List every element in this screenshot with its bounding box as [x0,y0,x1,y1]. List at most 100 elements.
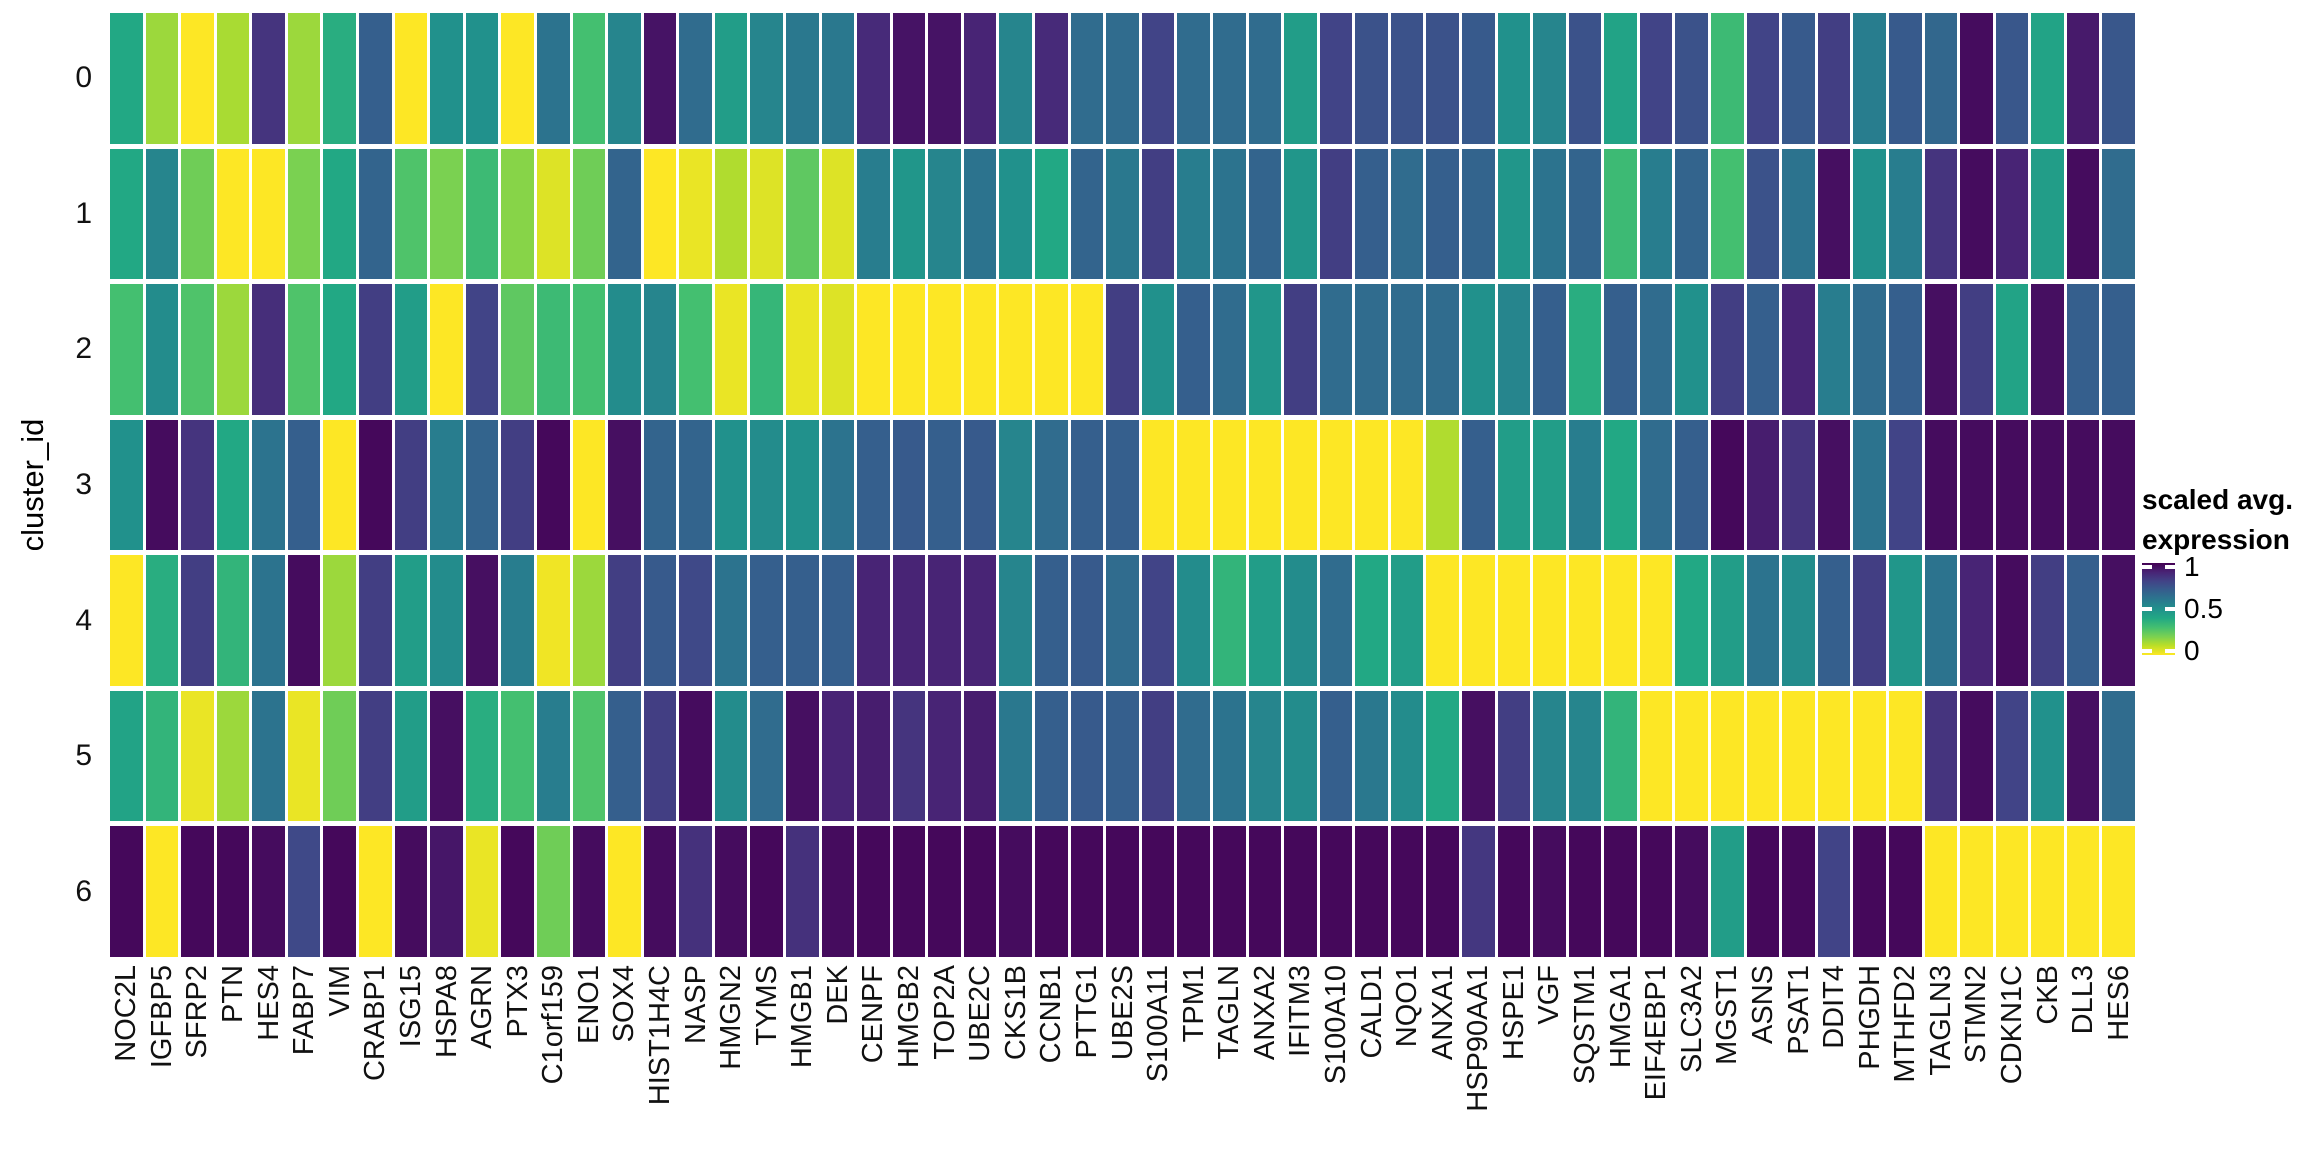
heatmap-cell [1426,555,1459,686]
heatmap-cell [216,826,250,957]
heatmap-cell [2102,284,2135,415]
heatmap-cell [323,555,357,686]
heatmap-cell [643,690,677,822]
heatmap-cell [2066,555,2100,686]
heatmap-cell [1355,419,1388,551]
heatmap-cell [1497,13,1531,144]
y-tick-label: 2 [75,332,92,366]
heatmap-cell [145,13,179,144]
heatmap-cell [1675,826,1709,957]
heatmap-cell [1390,419,1424,551]
x-tick-label: CRABP1 [359,965,392,1082]
heatmap-cell [1853,419,1886,551]
heatmap-cell [963,148,997,280]
heatmap-cell [536,690,570,822]
heatmap-cell [1319,419,1353,551]
heatmap-cell [430,13,463,144]
x-tick-label: HES4 [252,965,285,1041]
heatmap-cell [252,555,285,686]
heatmap-cell [536,148,570,280]
x-tick-label: SFRP2 [181,965,214,1059]
heatmap-cell [1533,826,1566,957]
heatmap-cell [2102,419,2135,551]
heatmap-cell [1070,826,1104,957]
heatmap-cell [572,148,606,280]
heatmap-cell [1639,419,1673,551]
heatmap-cell [572,826,606,957]
heatmap-cell [892,284,926,415]
heatmap-cell [181,13,214,144]
heatmap-cell [359,555,392,686]
y-tick-label: 3 [75,468,92,501]
heatmap-cell [1746,284,1780,415]
heatmap-cell [1888,555,1922,686]
heatmap-cell [501,555,534,686]
heatmap-cell [536,419,570,551]
y-tick-label: 1 [75,196,92,230]
heatmap-cell [110,419,143,551]
heatmap-cell [786,284,819,415]
x-tick-label: ENO1 [572,965,605,1044]
heatmap-cell [643,148,677,280]
x-tick-label: STMN2 [1960,965,1993,1064]
heatmap-cell [1248,13,1282,144]
heatmap-cell [430,419,463,551]
heatmap-cell [1141,826,1175,957]
x-tick-label: CKS1B [999,965,1032,1061]
x-tick-label: SQSTM1 [1569,965,1602,1085]
heatmap-cell [1035,690,1068,822]
colorbar-tick [2142,648,2152,653]
heatmap-cell [145,826,179,957]
x-tick-label: AGRN [466,965,499,1049]
heatmap-cell [1319,826,1353,957]
heatmap-cell [1604,284,1637,415]
x-tick-label: HSPA8 [430,965,463,1058]
heatmap-cell [287,826,321,957]
heatmap-cell [181,419,214,551]
colorbar-tick [2165,648,2175,653]
heatmap-cell [216,555,250,686]
heatmap-cell [501,690,534,822]
heatmap-cell [1853,284,1886,415]
heatmap-cell [1462,555,1495,686]
heatmap-cell [1960,419,1993,551]
heatmap-cell [643,284,677,415]
x-tick-label: FABP7 [288,965,321,1056]
heatmap-cell [394,690,428,822]
heatmap-cell [928,148,961,280]
heatmap-cell [501,13,534,144]
heatmap-cell [1106,148,1139,280]
x-tick-label: TAGLN3 [1924,965,1957,1076]
heatmap-cell [1639,555,1673,686]
heatmap-cell [1177,690,1210,822]
heatmap-cell [1462,13,1495,144]
heatmap-cell [643,826,677,957]
heatmap-cell [1924,13,1958,144]
heatmap-cell [359,690,392,822]
heatmap-cell [1782,13,1815,144]
heatmap-cell [1284,826,1317,957]
heatmap-cell [1924,690,1958,822]
heatmap-cell [1568,419,1602,551]
y-tick-label: 0 [75,61,92,95]
heatmap-cell [465,284,499,415]
heatmap-cell [750,13,783,144]
heatmap-cell [110,690,143,822]
heatmap-cell [892,419,926,551]
heatmap-cell [1106,690,1139,822]
x-tick-label: TYMS [750,965,783,1046]
heatmap-cell [999,13,1033,144]
heatmap-cell [2031,13,2064,144]
heatmap-cell [608,419,641,551]
heatmap-cell [750,419,783,551]
heatmap-cell [963,826,997,957]
heatmap-cell [928,284,961,415]
heatmap-cell [1426,148,1459,280]
heatmap-cell [465,555,499,686]
heatmap-cell [1888,148,1922,280]
heatmap-cell [430,284,463,415]
heatmap-cell [216,284,250,415]
heatmap-cell [1390,13,1424,144]
heatmap-cell [857,690,890,822]
heatmap-cell [999,826,1033,957]
